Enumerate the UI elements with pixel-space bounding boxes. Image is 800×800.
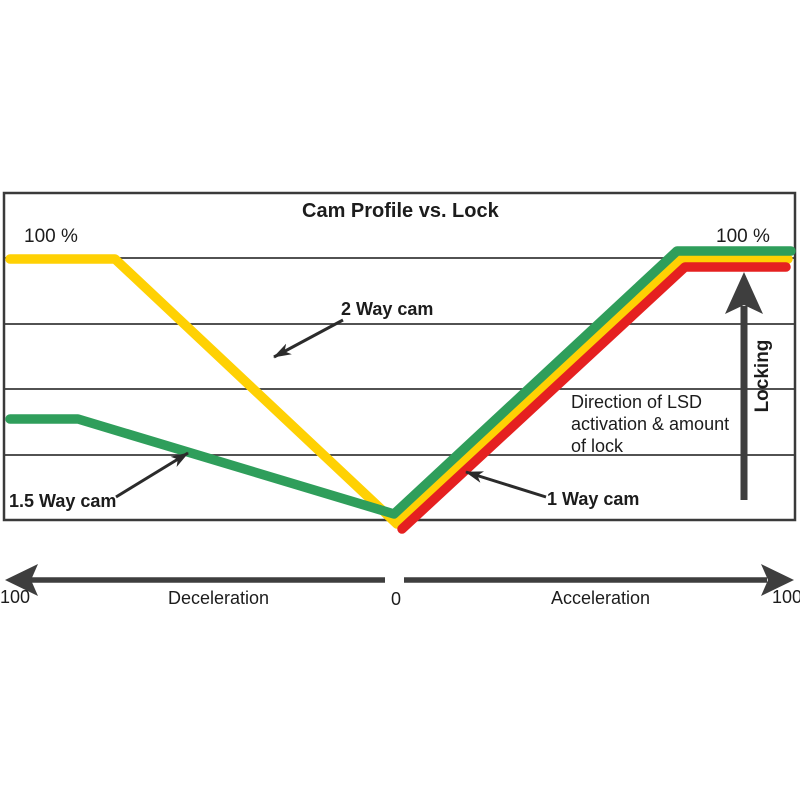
series-15way-line	[5, 246, 796, 519]
callout-arrow-2way	[273, 318, 344, 359]
direction-note: Direction of LSD activation & amount of …	[571, 392, 730, 456]
series-label-2way: 2 Way cam	[341, 299, 434, 319]
axis-arrow-left-icon	[5, 564, 38, 596]
axis-label-deceleration: Deceleration	[168, 588, 270, 608]
axis-tick-left-100: 100	[0, 587, 31, 607]
axis-arrow-right-icon	[761, 564, 794, 596]
y-max-label-left: 100 %	[24, 226, 78, 247]
series-2way-line	[5, 254, 793, 529]
axis-tick-zero: 0	[391, 589, 402, 609]
locking-axis-label: Locking	[752, 339, 773, 413]
series-label-15way: 1.5 Way cam	[9, 491, 117, 511]
chart-title: Cam Profile vs. Lock	[302, 200, 499, 222]
plot-area-border	[2, 191, 797, 522]
axis-tick-right-100: 100	[772, 587, 800, 607]
series-1way-line	[397, 262, 791, 534]
series-label-1way: 1 Way cam	[547, 489, 640, 509]
y-max-label-right: 100 %	[716, 226, 770, 247]
locking-arrow-head-icon	[725, 272, 763, 314]
axis-label-acceleration: Acceleration	[551, 588, 651, 608]
callout-arrow-1way	[465, 470, 547, 499]
callout-arrow-15way	[115, 451, 189, 499]
